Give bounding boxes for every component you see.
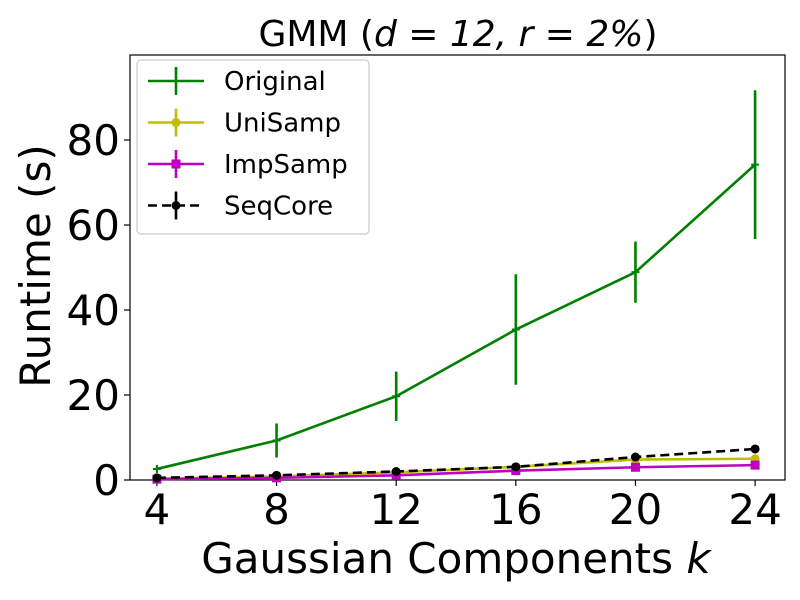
- series-line-impsamp: [156, 463, 756, 481]
- data-point-impsamp: [630, 462, 640, 472]
- x-tick-label: 12: [369, 485, 422, 534]
- legend-box: [136, 59, 370, 235]
- data-point-seqcore: [511, 462, 521, 472]
- data-point-seqcore: [272, 470, 282, 480]
- data-point-original: [152, 464, 161, 473]
- data-point-impsamp: [750, 460, 760, 470]
- y-tick-label: 20: [67, 371, 120, 420]
- legend-marker-impsamp: [171, 159, 181, 169]
- legend-label-seqcore: SeqCore: [224, 192, 333, 222]
- series-original: [152, 90, 760, 473]
- legend-marker-seqcore: [171, 201, 181, 210]
- legend-label-original: Original: [224, 67, 326, 97]
- x-tick-label: 24: [728, 485, 781, 534]
- chart-title: GMM (d = 12, r = 2%): [258, 14, 657, 55]
- series-line-seqcore: [156, 447, 756, 480]
- y-axis-label: Runtime (s): [11, 144, 60, 387]
- plot-area: [129, 54, 786, 481]
- data-point-seqcore: [391, 467, 401, 476]
- x-tick-label: 4: [144, 485, 171, 534]
- y-tick-label: 40: [67, 286, 120, 335]
- x-tick-label: 16: [489, 485, 542, 534]
- y-tick-label: 80: [67, 116, 120, 165]
- data-point-seqcore: [152, 473, 162, 483]
- data-point-seqcore: [630, 452, 640, 462]
- data-point-original: [272, 436, 281, 445]
- y-axis-ticks: 0 20 40 60 80: [67, 116, 130, 505]
- data-point-original: [751, 160, 760, 169]
- series-layer: [152, 90, 760, 484]
- series-seqcore: [152, 444, 760, 483]
- legend: Original UniSamp ImpSamp SeqCore: [136, 59, 370, 235]
- series-line-original: [156, 163, 756, 471]
- x-axis-label: Gaussian Components k: [201, 534, 712, 583]
- legend-marker-unisamp: [171, 118, 181, 127]
- data-point-seqcore: [750, 444, 760, 454]
- legend-label-unisamp: UniSamp: [224, 109, 341, 139]
- y-tick-label: 0: [93, 456, 120, 505]
- data-point-original: [511, 325, 520, 334]
- x-axis-ticks: 4 8 12 16 20 24: [144, 480, 782, 534]
- y-tick-label: 60: [67, 201, 120, 250]
- data-point-original: [631, 268, 640, 277]
- x-tick-label: 20: [609, 485, 662, 534]
- x-tick-label: 8: [263, 485, 290, 534]
- data-point-original: [392, 392, 401, 401]
- legend-label-impsamp: ImpSamp: [224, 150, 348, 180]
- plot-frame: [129, 54, 786, 481]
